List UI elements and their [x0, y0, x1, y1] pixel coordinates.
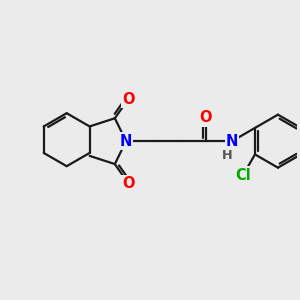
Text: N: N — [120, 134, 132, 149]
Text: N: N — [226, 134, 238, 149]
Text: O: O — [122, 176, 134, 191]
Text: H: H — [221, 149, 232, 162]
Text: O: O — [199, 110, 212, 125]
Text: O: O — [122, 92, 134, 107]
Text: Cl: Cl — [235, 168, 251, 183]
